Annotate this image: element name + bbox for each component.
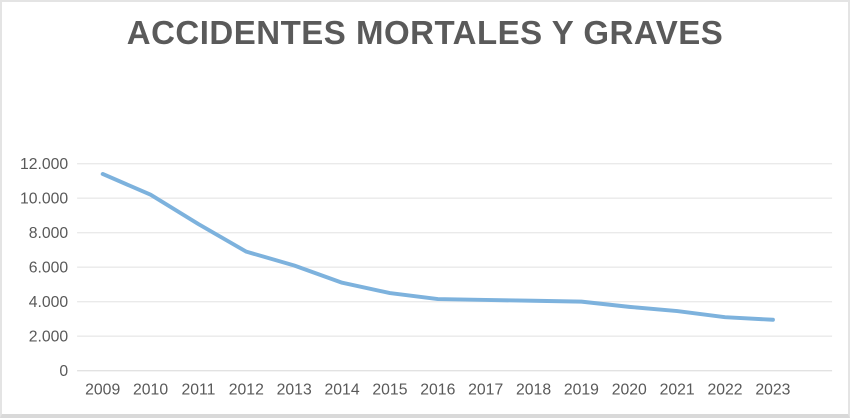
data-series-line [100, 172, 775, 322]
x-axis-tick-label: 2012 [229, 381, 264, 398]
x-axis-tick-label: 2013 [277, 381, 312, 398]
x-axis-tick-label: 2009 [85, 381, 120, 398]
x-axis-tick-label: 2023 [755, 381, 790, 398]
y-axis-tick-label: 10.000 [20, 191, 68, 208]
y-axis-tick-label: 0 [59, 363, 68, 380]
x-axis-tick-label: 2015 [372, 381, 407, 398]
x-axis-tick-label: 2017 [468, 381, 503, 398]
y-axis-tick-label: 4.000 [29, 294, 69, 311]
y-axis-tick-label: 6.000 [29, 260, 69, 277]
x-axis-tick-label: 2010 [133, 381, 168, 398]
x-axis-tick-label: 2018 [516, 381, 551, 398]
y-axis-tick-label: 2.000 [29, 329, 69, 346]
x-axis-tick-label: 2021 [660, 381, 695, 398]
x-axis-tick-label: 2011 [181, 381, 215, 398]
x-axis-tick-label: 2016 [420, 381, 455, 398]
y-axis-tick-label: 8.000 [29, 225, 69, 242]
y-axis-tick-label: 12.000 [20, 156, 68, 173]
x-axis-tick-label: 2019 [564, 381, 599, 398]
x-axis-tick-label: 2020 [612, 381, 647, 398]
chart-title: ACCIDENTES MORTALES Y GRAVES [126, 14, 724, 51]
x-axis-tick-label: 2014 [325, 381, 360, 398]
x-axis-tick-label: 2022 [708, 381, 743, 398]
